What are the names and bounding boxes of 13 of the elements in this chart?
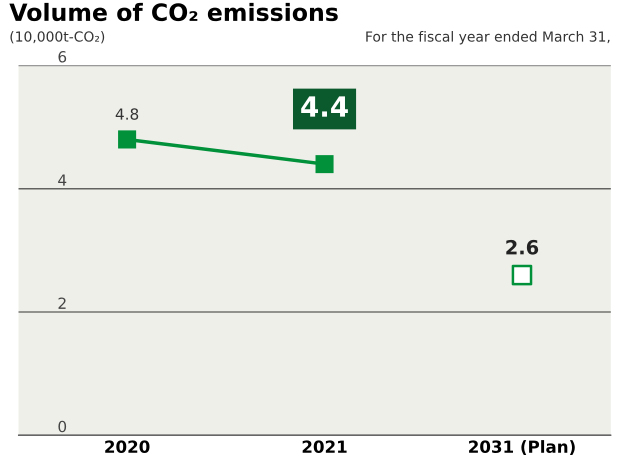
x-tick-label: 2031 (Plan) xyxy=(469,440,575,455)
chart-subtitle: (10,000t-CO₂) xyxy=(10,31,104,44)
data-label: 4.8 xyxy=(116,108,138,120)
y-tick-label: 4 xyxy=(58,174,66,186)
chart-title: Volume of CO₂ emissions xyxy=(9,2,338,22)
y-tick-label: 0 xyxy=(58,420,66,432)
data-label: 2.6 xyxy=(506,240,538,255)
text: For the fiscal year ended March 31, xyxy=(366,31,610,44)
y-tick-label: 6 xyxy=(58,51,66,63)
data-label: 4.4 xyxy=(301,96,348,117)
x-tick-label: 2020 xyxy=(105,440,150,453)
x-tick-label: 2021 xyxy=(302,440,347,453)
y-tick-label: 2 xyxy=(58,297,66,309)
